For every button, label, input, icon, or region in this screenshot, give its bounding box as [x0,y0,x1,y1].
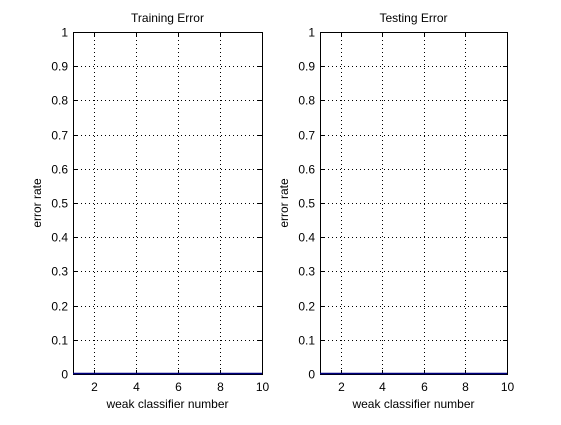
y-tick-label: 1 [61,26,68,40]
y-tick-label: 0.4 [298,231,315,245]
y-tick-label: 0.1 [298,334,315,348]
y-tick-label: 0.7 [298,129,315,143]
y-tick-label: 1 [308,26,315,40]
y-axis-label: error rate [277,178,291,228]
y-tick-label: 0.9 [298,60,315,74]
x-axis-label: weak classifier number [351,397,474,411]
x-tick-label: 10 [501,380,515,394]
y-tick-label: 0.8 [298,94,315,108]
y-tick-label: 0.7 [51,129,68,143]
x-tick-label: 8 [462,380,469,394]
x-tick-label: 4 [133,380,140,394]
x-axis-label: weak classifier number [105,397,228,411]
y-tick-label: 0.5 [298,197,315,211]
chart-title: Testing Error [379,11,447,25]
y-tick-label: 0.9 [51,60,68,74]
x-tick-label: 6 [421,380,428,394]
y-tick-label: 0.5 [51,197,68,211]
y-tick-label: 0 [308,368,315,382]
plot-area [73,32,262,374]
y-tick-label: 0.1 [51,334,68,348]
y-tick-label: 0 [61,368,68,382]
y-tick-label: 0.3 [298,265,315,279]
x-tick-label: 6 [175,380,182,394]
x-tick-label: 2 [91,380,98,394]
plot-area [320,32,507,374]
y-tick-label: 0.2 [298,300,315,314]
x-tick-label: 8 [217,380,224,394]
y-tick-label: 0.8 [51,94,68,108]
testing-error-chart: Testing Error weak classifier number err… [277,11,514,411]
y-axis-label: error rate [30,178,44,228]
y-tick-label: 0.6 [51,163,68,177]
chart-title: Training Error [131,11,204,25]
training-error-chart: Training Error weak classifier number er… [30,11,269,411]
y-tick-label: 0.2 [51,300,68,314]
y-tick-label: 0.3 [51,265,68,279]
x-tick-label: 2 [338,380,345,394]
x-tick-label: 10 [256,380,270,394]
y-tick-label: 0.4 [51,231,68,245]
y-tick-label: 0.6 [298,163,315,177]
x-tick-label: 4 [379,380,386,394]
